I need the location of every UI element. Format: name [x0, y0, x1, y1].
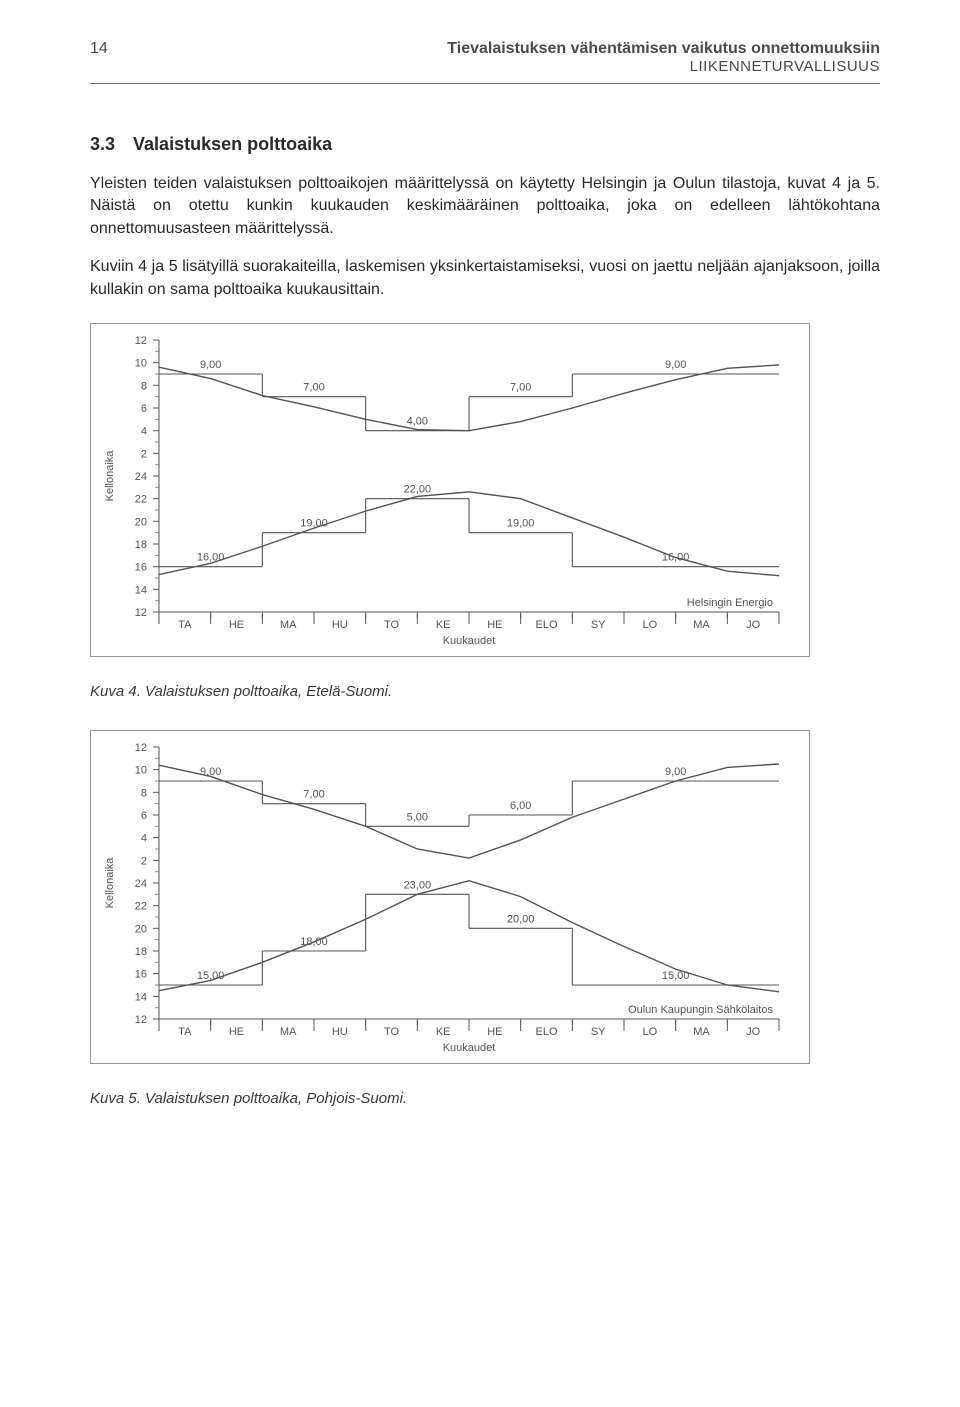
svg-text:9,00: 9,00	[665, 766, 686, 778]
svg-text:HE: HE	[487, 1026, 502, 1038]
svg-text:9,00: 9,00	[665, 359, 686, 371]
svg-text:2: 2	[141, 448, 147, 460]
svg-text:24: 24	[135, 471, 147, 483]
svg-text:TO: TO	[384, 619, 400, 631]
svg-text:16: 16	[135, 969, 147, 981]
svg-text:15,00: 15,00	[662, 970, 690, 982]
svg-text:23,00: 23,00	[404, 879, 432, 891]
svg-text:4: 4	[141, 833, 147, 845]
section-title: Valaistuksen polttoaika	[133, 134, 332, 154]
svg-text:JO: JO	[746, 1026, 761, 1038]
svg-text:5,00: 5,00	[407, 811, 428, 823]
svg-text:20: 20	[135, 923, 147, 935]
svg-text:MA: MA	[280, 619, 297, 631]
header-subtitle: LIIKENNETURVALLISUUS	[447, 58, 880, 75]
svg-text:4,00: 4,00	[407, 416, 428, 428]
svg-text:Oulun Kaupungin Sähkölaitos: Oulun Kaupungin Sähkölaitos	[628, 1004, 773, 1016]
svg-text:8: 8	[141, 380, 147, 392]
svg-text:22: 22	[135, 901, 147, 913]
svg-text:12: 12	[135, 742, 147, 754]
page-number: 14	[90, 40, 108, 58]
section-number: 3.3	[90, 134, 115, 154]
svg-text:Helsingin Energio: Helsingin Energio	[687, 597, 773, 609]
svg-text:Kuukaudet: Kuukaudet	[443, 1042, 496, 1054]
svg-text:14: 14	[135, 991, 147, 1003]
svg-text:9,00: 9,00	[200, 359, 221, 371]
svg-text:20: 20	[135, 516, 147, 528]
svg-text:16,00: 16,00	[662, 552, 690, 564]
svg-text:MA: MA	[693, 1026, 710, 1038]
svg-text:MA: MA	[280, 1026, 297, 1038]
svg-text:TO: TO	[384, 1026, 400, 1038]
svg-text:12: 12	[135, 335, 147, 347]
svg-text:16: 16	[135, 562, 147, 574]
svg-text:SY: SY	[591, 619, 606, 631]
svg-text:Kuukaudet: Kuukaudet	[443, 635, 496, 647]
svg-text:19,00: 19,00	[300, 518, 328, 530]
svg-text:ELO: ELO	[535, 619, 557, 631]
paragraph-1: Yleisten teiden valaistuksen polttoaikoj…	[90, 173, 880, 240]
svg-text:7,00: 7,00	[510, 382, 531, 394]
svg-text:TA: TA	[178, 1026, 192, 1038]
svg-text:15,00: 15,00	[197, 970, 225, 982]
section-heading: 3.3 Valaistuksen polttoaika	[90, 134, 880, 155]
svg-text:8: 8	[141, 787, 147, 799]
svg-text:20,00: 20,00	[507, 913, 535, 925]
svg-text:6: 6	[141, 810, 147, 822]
page-header: 14 Tievalaistuksen vähentämisen vaikutus…	[90, 40, 880, 75]
svg-text:LO: LO	[642, 1026, 657, 1038]
svg-text:14: 14	[135, 584, 147, 596]
svg-text:HE: HE	[487, 619, 502, 631]
svg-text:Kellonaika: Kellonaika	[104, 857, 116, 909]
svg-text:18,00: 18,00	[300, 936, 328, 948]
svg-text:10: 10	[135, 765, 147, 777]
figure-5-chart: 12 10 8 6 4 2 24 22 20 18 16 14 12 Kellonaika TA HE MA HU…	[90, 730, 810, 1064]
svg-text:ELO: ELO	[535, 1026, 557, 1038]
svg-text:12: 12	[135, 1014, 147, 1026]
svg-text:6,00: 6,00	[510, 800, 531, 812]
svg-text:LO: LO	[642, 619, 657, 631]
svg-text:16,00: 16,00	[197, 552, 225, 564]
svg-text:TA: TA	[178, 619, 192, 631]
svg-text:SY: SY	[591, 1026, 606, 1038]
svg-text:MA: MA	[693, 619, 710, 631]
svg-text:9,00: 9,00	[200, 766, 221, 778]
svg-text:7,00: 7,00	[303, 382, 324, 394]
svg-text:24: 24	[135, 878, 147, 890]
svg-text:22: 22	[135, 494, 147, 506]
svg-text:HE: HE	[229, 619, 244, 631]
svg-text:Kellonaika: Kellonaika	[104, 450, 116, 502]
svg-text:12: 12	[135, 607, 147, 619]
header-divider	[90, 83, 880, 84]
svg-text:7,00: 7,00	[303, 789, 324, 801]
paragraph-2: Kuviin 4 ja 5 lisätyillä suorakaiteilla,…	[90, 256, 880, 301]
svg-text:KE: KE	[436, 619, 451, 631]
svg-text:HU: HU	[332, 1026, 348, 1038]
svg-text:HE: HE	[229, 1026, 244, 1038]
svg-text:4: 4	[141, 426, 147, 438]
svg-text:10: 10	[135, 358, 147, 370]
svg-text:18: 18	[135, 946, 147, 958]
svg-text:2: 2	[141, 855, 147, 867]
svg-text:22,00: 22,00	[404, 484, 432, 496]
figure-4-caption: Kuva 4. Valaistuksen polttoaika, Etelä-S…	[90, 683, 880, 700]
svg-text:JO: JO	[746, 619, 761, 631]
svg-text:6: 6	[141, 403, 147, 415]
figure-4-chart: 12 10 8 6 4 2 24 22 20 18 16 14 12 Kellonaika TA HE MA HU…	[90, 323, 810, 657]
header-title: Tievalaistuksen vähentämisen vaikutus on…	[447, 40, 880, 58]
svg-text:HU: HU	[332, 619, 348, 631]
figure-5-caption: Kuva 5. Valaistuksen polttoaika, Pohjois…	[90, 1090, 880, 1107]
svg-text:KE: KE	[436, 1026, 451, 1038]
svg-text:18: 18	[135, 539, 147, 551]
svg-text:19,00: 19,00	[507, 518, 535, 530]
